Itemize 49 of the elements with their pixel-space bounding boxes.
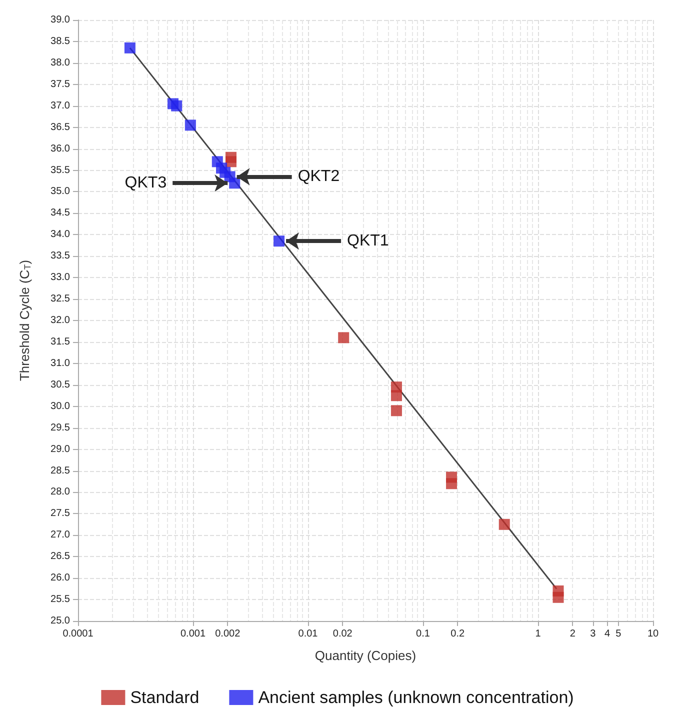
x-tick-label: 4 <box>604 628 610 640</box>
y-tick-label: 27.5 <box>50 508 70 520</box>
legend-label: Ancient samples (unknown concentration) <box>258 688 574 707</box>
y-tick-label: 29.0 <box>50 444 70 455</box>
y-tick-label: 26.0 <box>50 572 70 584</box>
x-tick-label: 10 <box>647 628 659 640</box>
y-tick-label: 38.5 <box>50 36 70 47</box>
y-tick-label: 33.5 <box>50 250 70 262</box>
y-tick-label: 33.0 <box>50 272 70 284</box>
y-tick-label: 26.5 <box>50 551 70 562</box>
x-tick-label: 5 <box>616 628 622 640</box>
x-tick-label: 0.01 <box>298 628 318 640</box>
y-tick-label: 35.5 <box>50 164 70 176</box>
y-tick-label: 34.0 <box>50 229 70 240</box>
x-tick-label: 3 <box>590 628 596 640</box>
y-tick-label: 36.5 <box>50 122 70 133</box>
x-tick-label: 2 <box>570 628 576 640</box>
legend-label: Standard <box>130 688 200 707</box>
annotation: QKT1 <box>347 232 389 250</box>
y-tick-label: 28.5 <box>50 465 70 476</box>
y-tick-label: 25.5 <box>50 594 70 606</box>
y-tick-label: 39.0 <box>50 14 70 26</box>
y-tick-label: 31.5 <box>50 336 70 348</box>
y-tick-label: 27.0 <box>50 530 70 541</box>
x-axis-title: Quantity (Copies) <box>314 648 416 663</box>
x-tick-label: 1 <box>535 628 542 640</box>
y-tick-label: 34.5 <box>50 208 70 219</box>
annotation: QKT2 <box>298 168 340 186</box>
y-tick-label: 31.0 <box>50 358 70 369</box>
y-tick-label: 36.0 <box>50 143 70 154</box>
y-tick-label: 29.5 <box>50 422 70 434</box>
x-tick-label: 0.0001 <box>62 628 94 640</box>
y-tick-label: 25.0 <box>50 616 70 626</box>
y-tick-label: 37.0 <box>50 100 70 112</box>
y-tick-label: 38.0 <box>50 57 70 68</box>
x-tick-label: 0.2 <box>450 628 466 640</box>
y-tick-label: 32.0 <box>50 315 70 326</box>
x-tick-label: 0.1 <box>416 628 430 640</box>
x-tick-label: 0.002 <box>215 628 241 640</box>
y-tick-label: 28.0 <box>50 486 70 498</box>
x-tick-label: 0.001 <box>180 628 206 640</box>
annotation: QKT3 <box>124 174 167 192</box>
y-axis-title: Threshold Cycle (CT) <box>17 260 32 382</box>
x-tick-label: 0.02 <box>332 628 353 640</box>
y-tick-label: 32.5 <box>50 294 70 305</box>
y-tick-label: 35.0 <box>50 186 70 198</box>
y-tick-label: 37.5 <box>50 78 70 90</box>
y-tick-label: 30.0 <box>50 400 70 412</box>
y-tick-label: 30.5 <box>50 379 70 390</box>
